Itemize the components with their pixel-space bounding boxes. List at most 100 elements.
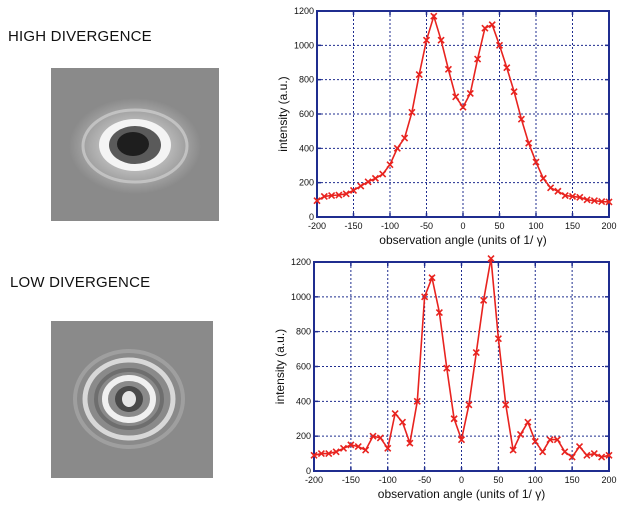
data-point-marker: [531, 437, 539, 445]
data-point-marker: [401, 134, 409, 142]
data-point-marker: [457, 436, 466, 444]
data-point-marker: [357, 182, 365, 190]
data-point-marker: [546, 436, 554, 444]
data-point-marker: [465, 401, 473, 409]
data-point-marker: [474, 55, 482, 63]
data-point-marker: [347, 441, 355, 449]
data-point-marker: [487, 254, 495, 263]
x-tick-label: 50: [493, 475, 503, 485]
data-point-marker: [408, 108, 416, 116]
data-point-marker: [313, 197, 321, 205]
data-point-marker: [421, 293, 429, 301]
x-tick-label: 0: [460, 221, 465, 231]
x-tick-label: 200: [601, 475, 616, 485]
data-point-marker: [532, 158, 540, 166]
low-divergence-beam-spot: [73, 349, 185, 449]
data-point-marker: [450, 415, 458, 423]
x-tick-label: -50: [420, 221, 433, 231]
y-tick-label: 1000: [291, 292, 311, 302]
data-point-marker: [384, 444, 392, 452]
x-tick-label: 100: [528, 221, 543, 231]
x-tick-label: -150: [342, 475, 360, 485]
data-point-marker: [583, 451, 591, 459]
data-point-marker: [583, 196, 591, 204]
data-point-marker: [502, 401, 510, 409]
data-point-marker: [503, 64, 511, 72]
x-axis-label: observation angle (units of 1/ γ): [379, 233, 546, 247]
y-axis-label: intensity (a.u.): [273, 329, 287, 404]
data-point-marker: [525, 139, 533, 147]
data-point-marker: [335, 191, 343, 199]
y-tick-label: 800: [296, 327, 311, 337]
data-point-marker: [379, 170, 387, 178]
data-point-marker: [354, 443, 362, 451]
data-point-marker: [310, 451, 318, 459]
x-tick-label: 150: [565, 221, 580, 231]
data-point-marker: [539, 174, 547, 182]
data-point-marker: [568, 192, 577, 200]
data-point-marker: [437, 36, 445, 44]
y-tick-label: 200: [296, 431, 311, 441]
y-tick-label: 0: [309, 212, 314, 222]
data-point-marker: [575, 443, 584, 451]
data-point-marker: [509, 446, 517, 454]
data-point-marker: [430, 12, 438, 20]
high-divergence-beam-image: [51, 68, 219, 221]
data-point-marker: [598, 197, 606, 206]
data-point-marker: [605, 451, 613, 459]
x-tick-label: 150: [565, 475, 580, 485]
data-point-marker: [481, 24, 489, 32]
data-point-marker: [422, 36, 431, 44]
data-point-marker: [398, 418, 407, 426]
data-point-marker: [415, 70, 423, 79]
data-point-marker: [547, 184, 555, 192]
data-point-marker: [590, 450, 598, 458]
data-point-marker: [317, 450, 325, 458]
x-tick-label: 0: [459, 475, 464, 485]
data-point-marker: [435, 308, 443, 317]
data-point-marker: [554, 187, 562, 195]
y-tick-label: 600: [296, 362, 311, 372]
high-divergence-label: HIGH DIVERGENCE: [8, 28, 152, 45]
data-point-marker: [524, 418, 532, 426]
data-point-marker: [391, 409, 399, 418]
x-tick-label: -100: [379, 475, 397, 485]
y-tick-label: 800: [299, 75, 314, 85]
data-point-marker: [428, 274, 436, 282]
data-point-marker: [452, 93, 460, 101]
x-tick-label: -50: [418, 475, 431, 485]
low-divergence-beam-image: [51, 321, 213, 478]
data-point-marker: [494, 335, 502, 343]
y-axis-label: intensity (a.u.): [276, 76, 290, 151]
x-tick-label: -200: [308, 221, 326, 231]
data-point-marker: [413, 397, 421, 405]
data-point-marker: [605, 198, 613, 206]
data-point-marker: [495, 41, 504, 49]
data-point-marker: [561, 448, 569, 456]
x-tick-label: -150: [344, 221, 362, 231]
data-point-marker: [459, 103, 467, 111]
data-point-marker: [443, 364, 451, 372]
data-point-marker: [472, 349, 480, 357]
data-point-marker: [444, 65, 452, 73]
data-point-marker: [339, 444, 348, 452]
x-tick-label: -200: [305, 475, 323, 485]
x-tick-label: 200: [601, 221, 616, 231]
data-point-marker: [466, 89, 474, 97]
data-point-marker: [369, 432, 377, 440]
data-point-marker: [568, 453, 576, 461]
data-point-marker: [406, 439, 414, 447]
y-tick-label: 200: [299, 178, 314, 188]
data-point-marker: [576, 193, 584, 201]
data-point-marker: [349, 186, 358, 194]
y-tick-label: 1200: [291, 257, 311, 267]
x-tick-label: 50: [494, 221, 504, 231]
y-tick-label: 600: [299, 109, 314, 119]
data-point-marker: [561, 191, 569, 200]
low-divergence-label: LOW DIVERGENCE: [10, 274, 151, 291]
data-point-marker: [362, 446, 370, 454]
data-point-marker: [371, 174, 379, 182]
data-point-marker: [590, 197, 598, 205]
data-point-marker: [386, 161, 394, 169]
